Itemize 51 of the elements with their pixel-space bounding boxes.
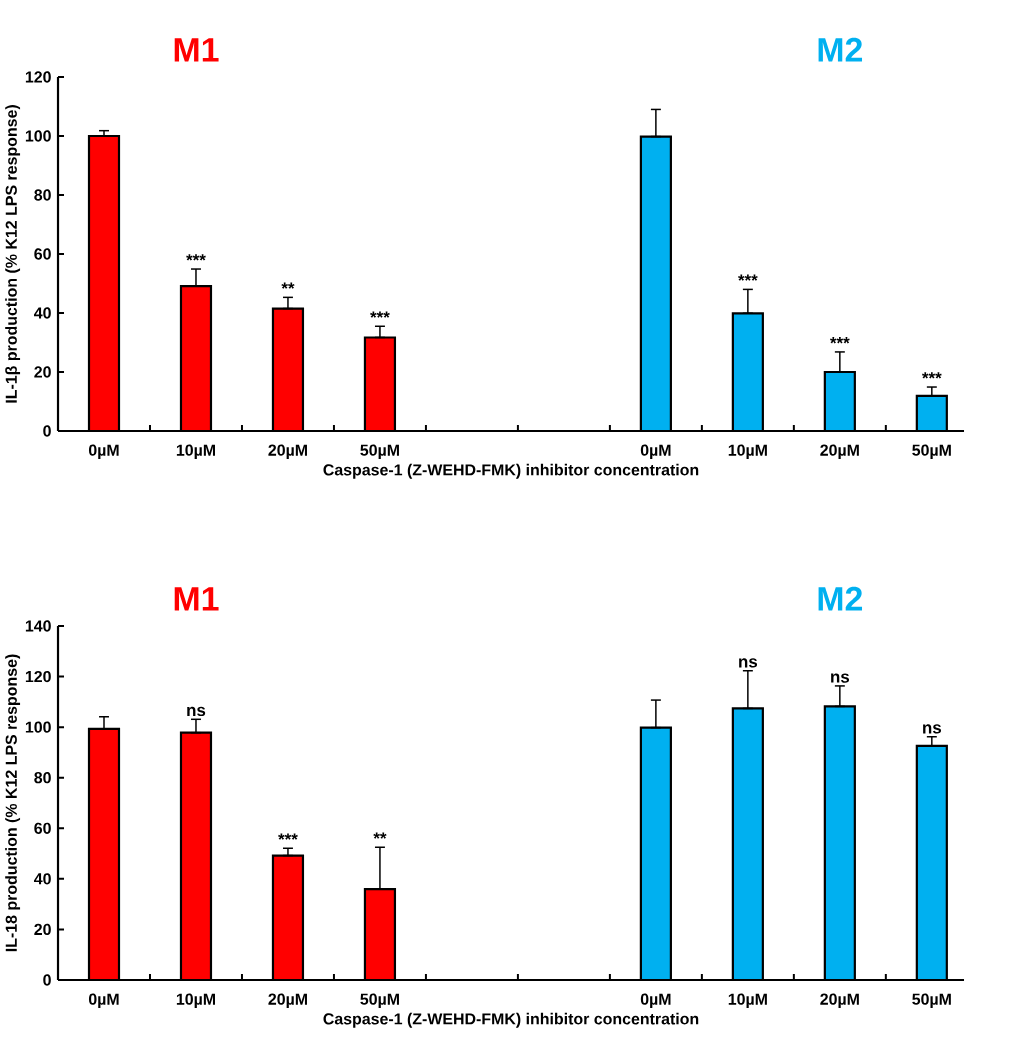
y-tick-label: 20 <box>34 366 51 378</box>
y-tick-label: 0 <box>43 974 51 986</box>
data-label: ns <box>187 706 206 717</box>
data-label: *** <box>738 274 758 281</box>
x-tick-label: 20µM <box>268 444 307 459</box>
y-tick-label: 60 <box>34 822 51 834</box>
x-tick-label: 0µM <box>88 444 119 459</box>
data-label: *** <box>830 337 850 344</box>
x-tick-label: 10µM <box>728 993 767 1008</box>
x-tick-label: 0µM <box>88 993 119 1008</box>
x-tick-label: 50µM <box>360 993 399 1008</box>
text: M2 <box>818 586 863 611</box>
y-tick-label: 20 <box>34 923 51 936</box>
y-tick-label: 40 <box>33 307 51 319</box>
data-label: ns <box>831 673 850 683</box>
y-tick-label: 80 <box>34 772 51 784</box>
x-axis-title: Caspase-1 (Z-WEHD-FMK) inhibitor concentration <box>323 463 699 479</box>
y-tick-label: 120 <box>25 71 51 83</box>
x-tick-label: 0µM <box>640 993 671 1008</box>
data-label: ns <box>923 724 942 734</box>
y-axis-title: IL-18 production (% K12 LPS response) <box>5 654 21 952</box>
y-tick-label: 80 <box>34 189 51 201</box>
x-tick-label: 20µM <box>268 993 307 1008</box>
x-tick-label: 50µM <box>360 444 399 459</box>
x-tick-label: 20µM <box>820 993 859 1008</box>
y-tick-label: 0 <box>43 425 51 437</box>
data-label: ** <box>281 282 295 289</box>
data-label: *** <box>186 254 206 261</box>
y-tick-label: 60 <box>34 248 51 260</box>
data-label: *** <box>921 372 942 379</box>
y-axis-title: IL-1β production (% K12 LPS response) <box>5 105 21 403</box>
x-tick-label: 10µM <box>176 444 215 459</box>
x-axis-title: Caspase-1 (Z-WEHD-FMK) inhibitor concentration <box>323 1012 699 1028</box>
y-tick-label: 100 <box>25 130 51 142</box>
y-tick-label: 40 <box>33 873 51 885</box>
data-label: *** <box>278 833 298 840</box>
data-label: ns <box>739 658 758 668</box>
x-tick-label: 50µM <box>912 444 951 459</box>
data-label: *** <box>370 311 390 318</box>
x-tick-label: 20µM <box>820 444 859 459</box>
x-tick-label: 0µM <box>640 444 671 459</box>
x-tick-label: 10µM <box>176 993 215 1008</box>
x-tick-label: 10µM <box>728 444 767 459</box>
data-label: ** <box>373 832 387 839</box>
y-tick-label: 140 <box>25 620 51 632</box>
y-tick-label: 100 <box>25 721 51 733</box>
text: M2 <box>818 37 863 62</box>
text: M1 <box>174 587 219 611</box>
x-tick-label: 50µM <box>912 993 951 1008</box>
text: M1 <box>174 38 219 62</box>
y-tick-label: 120 <box>25 670 51 683</box>
